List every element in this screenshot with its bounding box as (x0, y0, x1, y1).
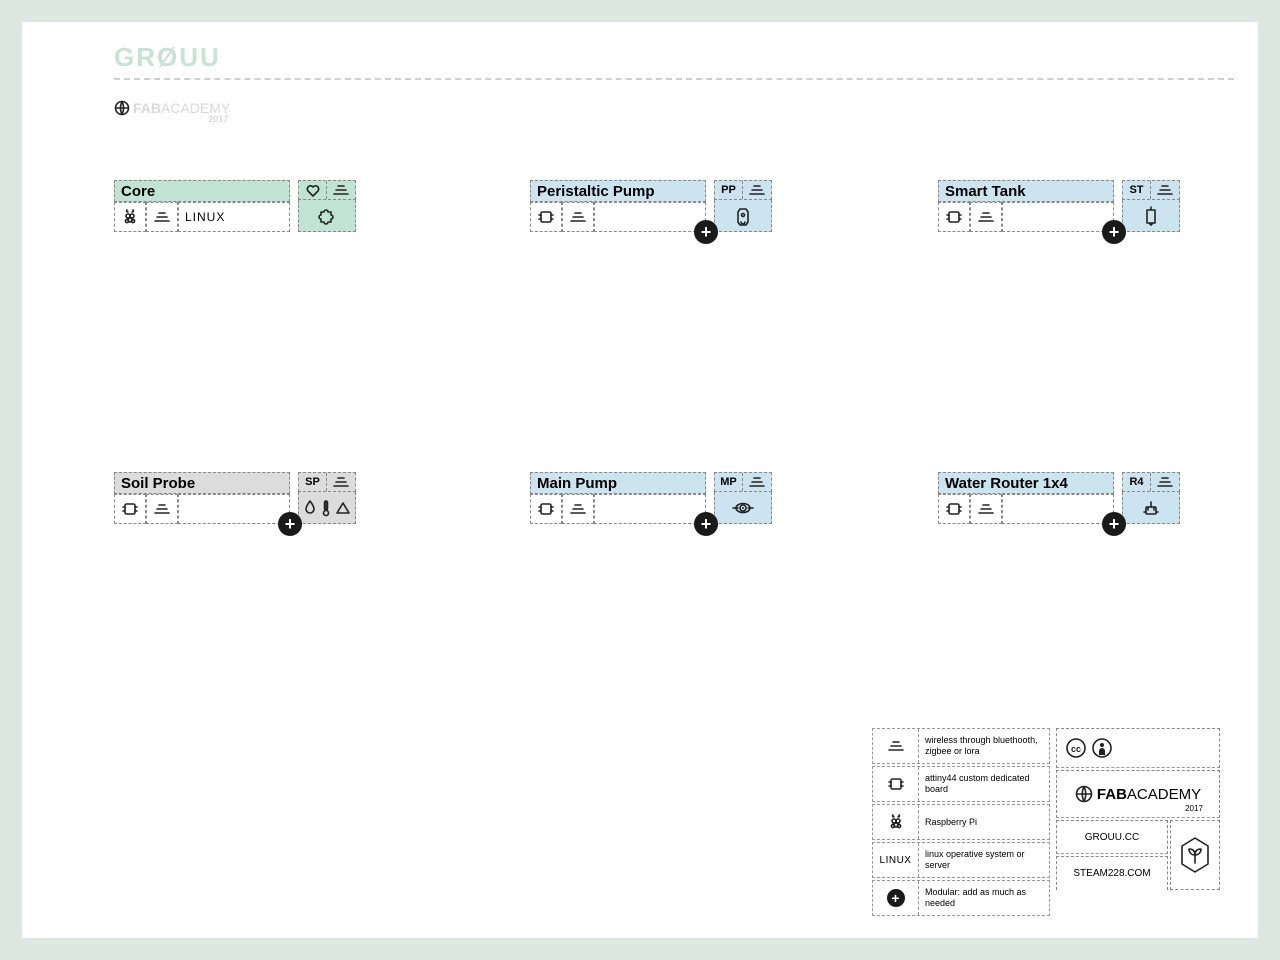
globe-icon (114, 100, 130, 116)
fab-bold: FAB (133, 100, 161, 116)
add-button[interactable]: + (1102, 220, 1126, 244)
wireless-icon (743, 181, 771, 199)
legend-row: Raspberry Pi (872, 804, 1050, 840)
add-button[interactable]: + (694, 512, 718, 536)
module-code: ST (1123, 181, 1151, 199)
wireless-icon (873, 729, 919, 763)
wireless-icon (562, 494, 594, 524)
module-title: Water Router 1x4 (938, 472, 1114, 494)
legend-text: Raspberry Pi (919, 805, 1049, 839)
module-st: Smart TankST+ (938, 180, 1114, 232)
legend-text: Modular: add as much as needed (919, 881, 1049, 915)
chip-icon (873, 767, 919, 801)
legend-left-col: wireless through bluethooth, zigbee or l… (872, 728, 1050, 916)
add-button[interactable]: + (278, 512, 302, 536)
legend-links-row: GROUU.CC STEAM228.COM (1056, 820, 1220, 890)
impeller-icon (731, 499, 755, 517)
by-icon (1091, 737, 1113, 759)
module-title: Soil Probe (114, 472, 290, 494)
legend-license: cc (1056, 728, 1220, 768)
page: GRØUU FABACADEMY 2017 CoreLINUXPeristalt… (22, 22, 1258, 938)
heart-icon (299, 181, 327, 199)
drop-icon (303, 499, 317, 517)
dashed-divider (114, 78, 1234, 80)
wireless-icon (146, 202, 178, 232)
module-os (1002, 202, 1114, 232)
module-side (298, 180, 356, 232)
module-side: R4 (1122, 472, 1180, 524)
legend: wireless through bluethooth, zigbee or l… (872, 728, 1220, 916)
plus-icon: + (873, 881, 919, 915)
sub-brand: FABACADEMY 2017 (114, 100, 230, 124)
module-code: PP (715, 181, 743, 199)
wireless-icon (327, 473, 355, 491)
wireless-icon (1151, 181, 1179, 199)
chip-icon (938, 494, 970, 524)
chip-icon (114, 494, 146, 524)
module-code: MP (715, 473, 743, 491)
module-os (594, 202, 706, 232)
module-os (594, 494, 706, 524)
module-code: SP (299, 473, 327, 491)
tank-icon (1142, 205, 1160, 227)
legend-text: attiny44 custom dedicated board (919, 767, 1049, 801)
module-os (178, 494, 290, 524)
module-side: SP (298, 472, 356, 524)
module-core: CoreLINUX (114, 180, 290, 232)
cc-icon: cc (1065, 737, 1087, 759)
seedling-hex-icon (1177, 835, 1213, 875)
wireless-icon (146, 494, 178, 524)
module-side: PP (714, 180, 772, 232)
module-wr: Water Router 1x4R4+ (938, 472, 1114, 524)
puzzle-icon (315, 204, 339, 228)
module-code: R4 (1123, 473, 1151, 491)
add-button[interactable]: + (694, 220, 718, 244)
module-side: ST (1122, 180, 1180, 232)
legend-row: LINUXlinux operative system or server (872, 842, 1050, 878)
module-title: Smart Tank (938, 180, 1114, 202)
svg-text:cc: cc (1071, 744, 1081, 754)
module-os: LINUX (178, 202, 290, 232)
chip-icon (530, 202, 562, 232)
legend-right-col: cc FABACADEMY 2017 GROUU.CC STEAM228.COM (1056, 728, 1220, 916)
linux_txt-icon: LINUX (873, 843, 919, 877)
add-button[interactable]: + (1102, 512, 1126, 536)
thermo-icon (321, 498, 331, 518)
wireless-icon (562, 202, 594, 232)
legend-fab: FABACADEMY 2017 (1056, 770, 1220, 818)
legend-text: linux operative system or server (919, 843, 1049, 877)
wireless-icon (327, 181, 355, 199)
legend-row: +Modular: add as much as needed (872, 880, 1050, 916)
raspberry-icon (873, 805, 919, 839)
wireless-icon (1151, 473, 1179, 491)
legend-link-1[interactable]: GROUU.CC (1056, 820, 1168, 854)
module-side: MP (714, 472, 772, 524)
wireless-icon (743, 473, 771, 491)
brand-logo: GRØUU (114, 42, 221, 73)
legend-row: attiny44 custom dedicated board (872, 766, 1050, 802)
legend-fab-year: 2017 (1185, 804, 1203, 813)
module-title: Main Pump (530, 472, 706, 494)
raspberry-icon (114, 202, 146, 232)
module-os (1002, 494, 1114, 524)
chip-icon (938, 202, 970, 232)
module-pp: Peristaltic PumpPP+ (530, 180, 706, 232)
wireless-icon (970, 202, 1002, 232)
legend-fab-light: ACADEMY (1127, 786, 1201, 803)
module-mp: Main PumpMP+ (530, 472, 706, 524)
triangle-icon (335, 500, 351, 516)
legend-row: wireless through bluethooth, zigbee or l… (872, 728, 1050, 764)
module-title: Peristaltic Pump (530, 180, 706, 202)
module-sp: Soil ProbeSP+ (114, 472, 290, 524)
legend-fab-bold: FAB (1097, 786, 1127, 803)
legend-hex (1170, 820, 1220, 890)
wireless-icon (970, 494, 1002, 524)
legend-text: wireless through bluethooth, zigbee or l… (919, 729, 1049, 763)
globe-icon (1075, 785, 1093, 803)
router4-icon (1138, 498, 1164, 518)
peristaltic-icon (733, 205, 753, 227)
legend-link-2[interactable]: STEAM228.COM (1056, 856, 1168, 890)
chip-icon (530, 494, 562, 524)
module-title: Core (114, 180, 290, 202)
